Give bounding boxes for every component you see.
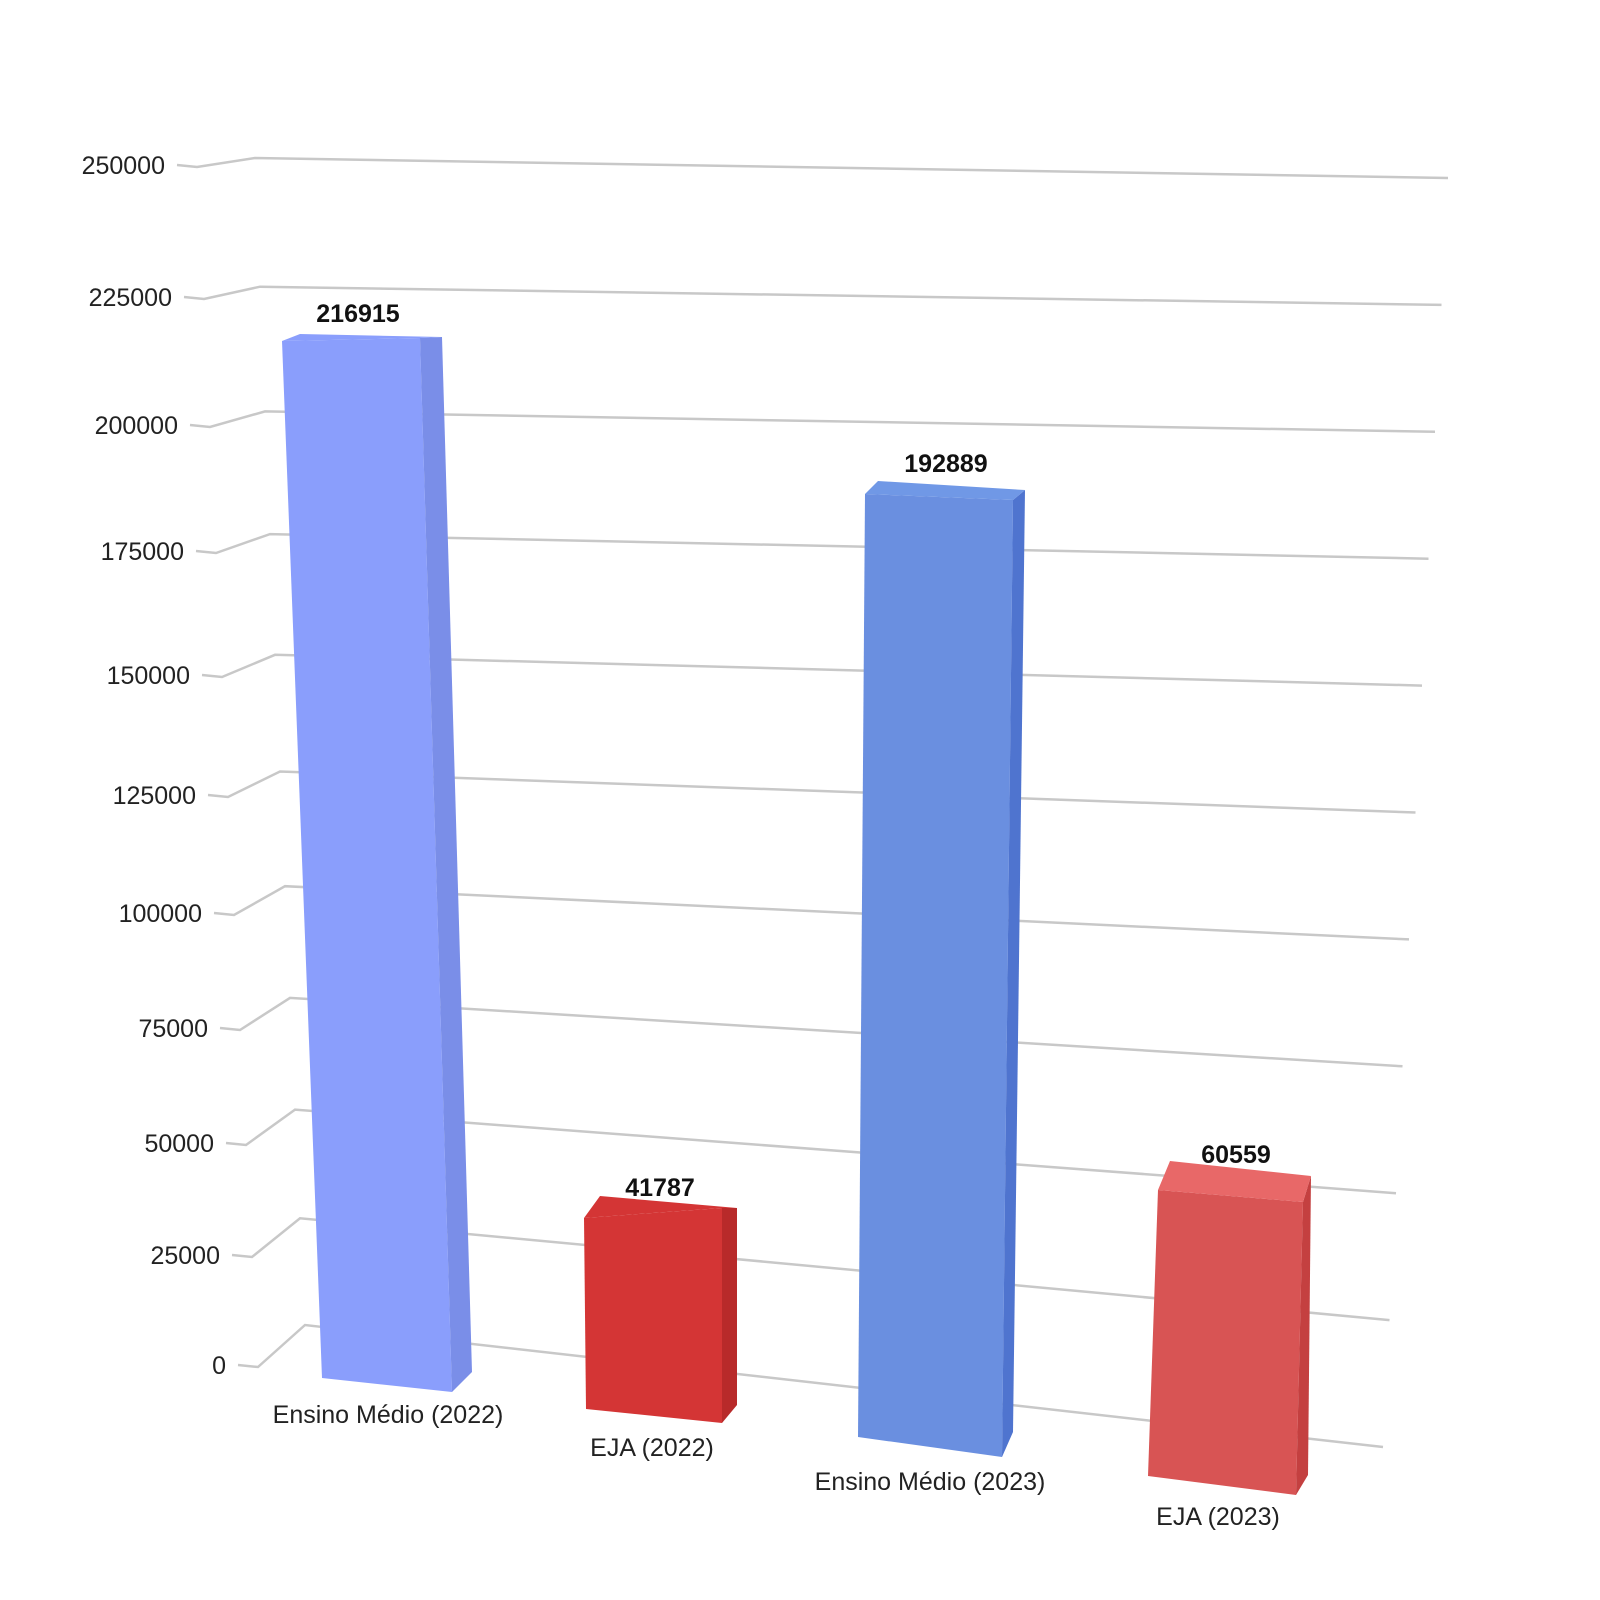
y-axis-ticks: 0 25000 50000 75000 100000 125000 150000 175000… — [82, 152, 226, 1380]
bar-value-label: 60559 — [1201, 1141, 1271, 1169]
category-label: Ensino Médio (2022) — [273, 1401, 504, 1429]
y-tick-label: 125000 — [113, 782, 196, 810]
y-tick-label: 250000 — [82, 152, 165, 180]
bar-value-label: 192889 — [904, 450, 987, 478]
bar: 216915 — [282, 300, 472, 1392]
bar-value-label: 216915 — [316, 300, 400, 328]
y-tick-label: 175000 — [101, 538, 184, 566]
y-tick-label: 100000 — [119, 900, 202, 928]
bar: 41787 — [584, 1174, 737, 1423]
y-tick-label: 25000 — [150, 1242, 220, 1270]
y-tick-label: 0 — [212, 1352, 226, 1380]
y-tick-label: 75000 — [138, 1015, 208, 1043]
y-tick-label: 50000 — [144, 1130, 214, 1158]
category-label: EJA (2022) — [590, 1434, 714, 1462]
category-label: EJA (2023) — [1156, 1503, 1280, 1531]
bar: 192889 — [858, 450, 1025, 1457]
y-tick-label: 150000 — [107, 662, 190, 690]
category-label: Ensino Médio (2023) — [815, 1468, 1046, 1496]
bar-value-label: 41787 — [625, 1174, 695, 1202]
x-axis-labels: Ensino Médio (2022) EJA (2022) Ensino Médi… — [273, 1401, 1280, 1531]
gridlines — [176, 156, 1449, 1449]
y-tick-label: 200000 — [95, 412, 178, 440]
y-tick-label: 225000 — [89, 284, 172, 312]
bars: 216915 41787 192889 60559 — [282, 300, 1311, 1495]
bar: 60559 — [1148, 1141, 1311, 1495]
